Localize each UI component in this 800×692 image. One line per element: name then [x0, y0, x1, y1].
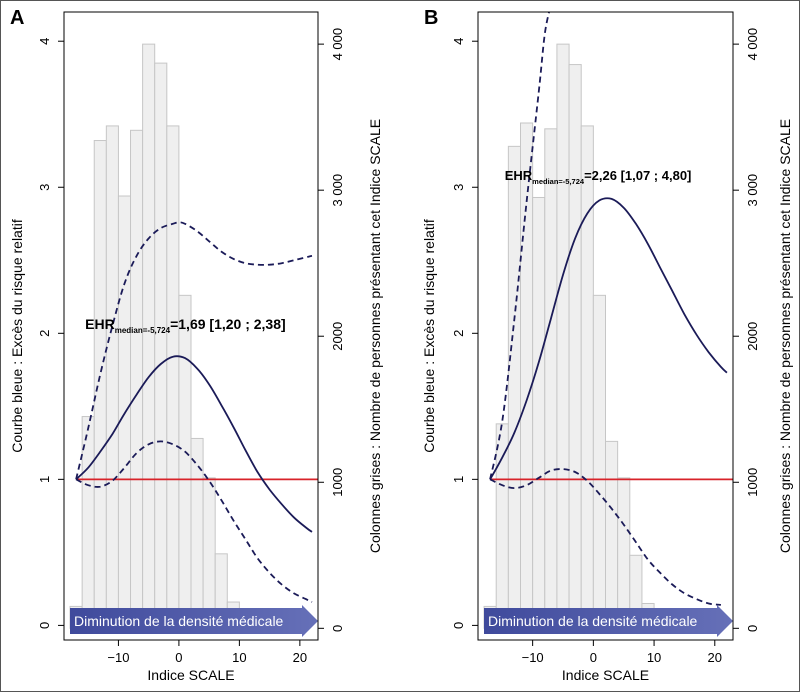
y-left-tick-label: 2 [37, 330, 52, 337]
x-tick-label: −10 [107, 650, 129, 665]
density-banner-arrow [70, 605, 318, 637]
histogram-bar [202, 477, 216, 629]
histogram-bar [142, 43, 156, 629]
histogram-bar [154, 62, 168, 629]
ehr-curve [75, 355, 313, 533]
density-banner-label: Diminution de la densité médicale [488, 613, 698, 629]
histogram-bar [617, 477, 631, 629]
ci-lower-curve [75, 440, 313, 603]
ci-lower-curve [489, 468, 721, 606]
histogram-bar [105, 125, 119, 629]
histogram-bar [93, 140, 107, 629]
y-right-tick-label: 1000 [330, 468, 345, 497]
density-banner-label: Diminution de la densité médicale [74, 613, 284, 629]
y-right-tick-label: 0 [745, 625, 760, 632]
y-right-tick-label: 3 000 [330, 174, 345, 207]
panel-a: Diminution de la densité médicale EHRmedi… [9, 7, 383, 683]
y-right-axis-label: Colonnes grises : Nombre de personnes pr… [367, 119, 383, 553]
y-right-tick-label: 2000 [330, 322, 345, 351]
x-axis-label: Indice SCALE [562, 667, 649, 683]
histogram-bar [544, 128, 558, 629]
ehr-annotation-value: =1,69 [1,20 ; 2,38] [170, 316, 286, 332]
histogram-bar [568, 64, 582, 629]
y-right-tick-label: 1000 [745, 468, 760, 497]
y-left-tick-label: 4 [451, 38, 466, 45]
x-tick-label: 20 [293, 650, 307, 665]
y-left-tick-label: 3 [451, 184, 466, 191]
x-tick-label: 0 [175, 650, 182, 665]
y-left-tick-label: 1 [451, 476, 466, 483]
histogram-bar [495, 423, 509, 629]
ehr-annotation-main: EHR [85, 316, 115, 332]
histogram-bar [166, 125, 180, 629]
x-tick-label: 0 [590, 650, 597, 665]
ci-upper-curve [489, 12, 551, 480]
histogram-bar [130, 129, 144, 629]
ci-upper-curve [75, 221, 313, 480]
ehr-annotation: EHRmedian=-5,724=2,26 [1,07 ; 4,80] [505, 168, 692, 186]
histogram-bar [556, 43, 570, 629]
plot-area: Diminution de la densité médicale [483, 12, 733, 637]
x-axis-label: Indice SCALE [147, 667, 234, 683]
x-tick-label: 10 [232, 650, 246, 665]
density-banner-arrow [484, 605, 733, 637]
ehr-annotation-main: EHR [505, 168, 533, 183]
y-right-tick-label: 4 000 [330, 28, 345, 61]
y-left-tick-label: 1 [37, 476, 52, 483]
y-left-axis-label: Courbe bleue : Excès du risque relatif [421, 219, 437, 453]
y-left-tick-label: 2 [451, 330, 466, 337]
y-right-tick-label: 3 000 [745, 174, 760, 207]
x-tick-label: −10 [522, 650, 544, 665]
ehr-annotation-value: =2,26 [1,07 ; 4,80] [584, 168, 691, 183]
plot-area: Diminution de la densité médicale [69, 43, 318, 637]
y-right-axis-label: Colonnes grises : Nombre de personnes pr… [777, 119, 793, 553]
histogram-bar [592, 294, 606, 629]
ehr-annotation-subscript: median=-5,724 [115, 326, 171, 335]
y-left-tick-label: 0 [37, 622, 52, 629]
panel-b: Diminution de la densité médicale EHRmedi… [421, 7, 793, 683]
plot-frame [63, 11, 319, 641]
histogram-bar [532, 196, 546, 629]
x-tick-label: 10 [647, 650, 661, 665]
histogram-bar [507, 145, 522, 629]
y-right-tick-label: 2000 [745, 322, 760, 351]
histogram-bar [178, 294, 192, 629]
y-right-tick-label: 4 000 [745, 28, 760, 61]
y-left-tick-label: 0 [451, 622, 466, 629]
histogram-bar [580, 125, 594, 629]
y-left-tick-label: 4 [37, 38, 52, 45]
panel-letter: B [424, 7, 438, 29]
y-right-tick-label: 0 [330, 625, 345, 632]
ehr-annotation-subscript: median=-5,724 [532, 177, 585, 186]
y-left-tick-label: 3 [37, 184, 52, 191]
panel-letter: A [10, 7, 24, 29]
histogram-bar [190, 437, 204, 629]
y-left-axis-label: Courbe bleue : Excès du risque relatif [9, 219, 25, 453]
histogram-bar [605, 440, 619, 629]
ehr-curve [489, 197, 728, 480]
ehr-annotation: EHRmedian=-5,724=1,69 [1,20 ; 2,38] [85, 316, 286, 335]
x-tick-label: 20 [708, 650, 722, 665]
plot-frame [477, 11, 734, 641]
